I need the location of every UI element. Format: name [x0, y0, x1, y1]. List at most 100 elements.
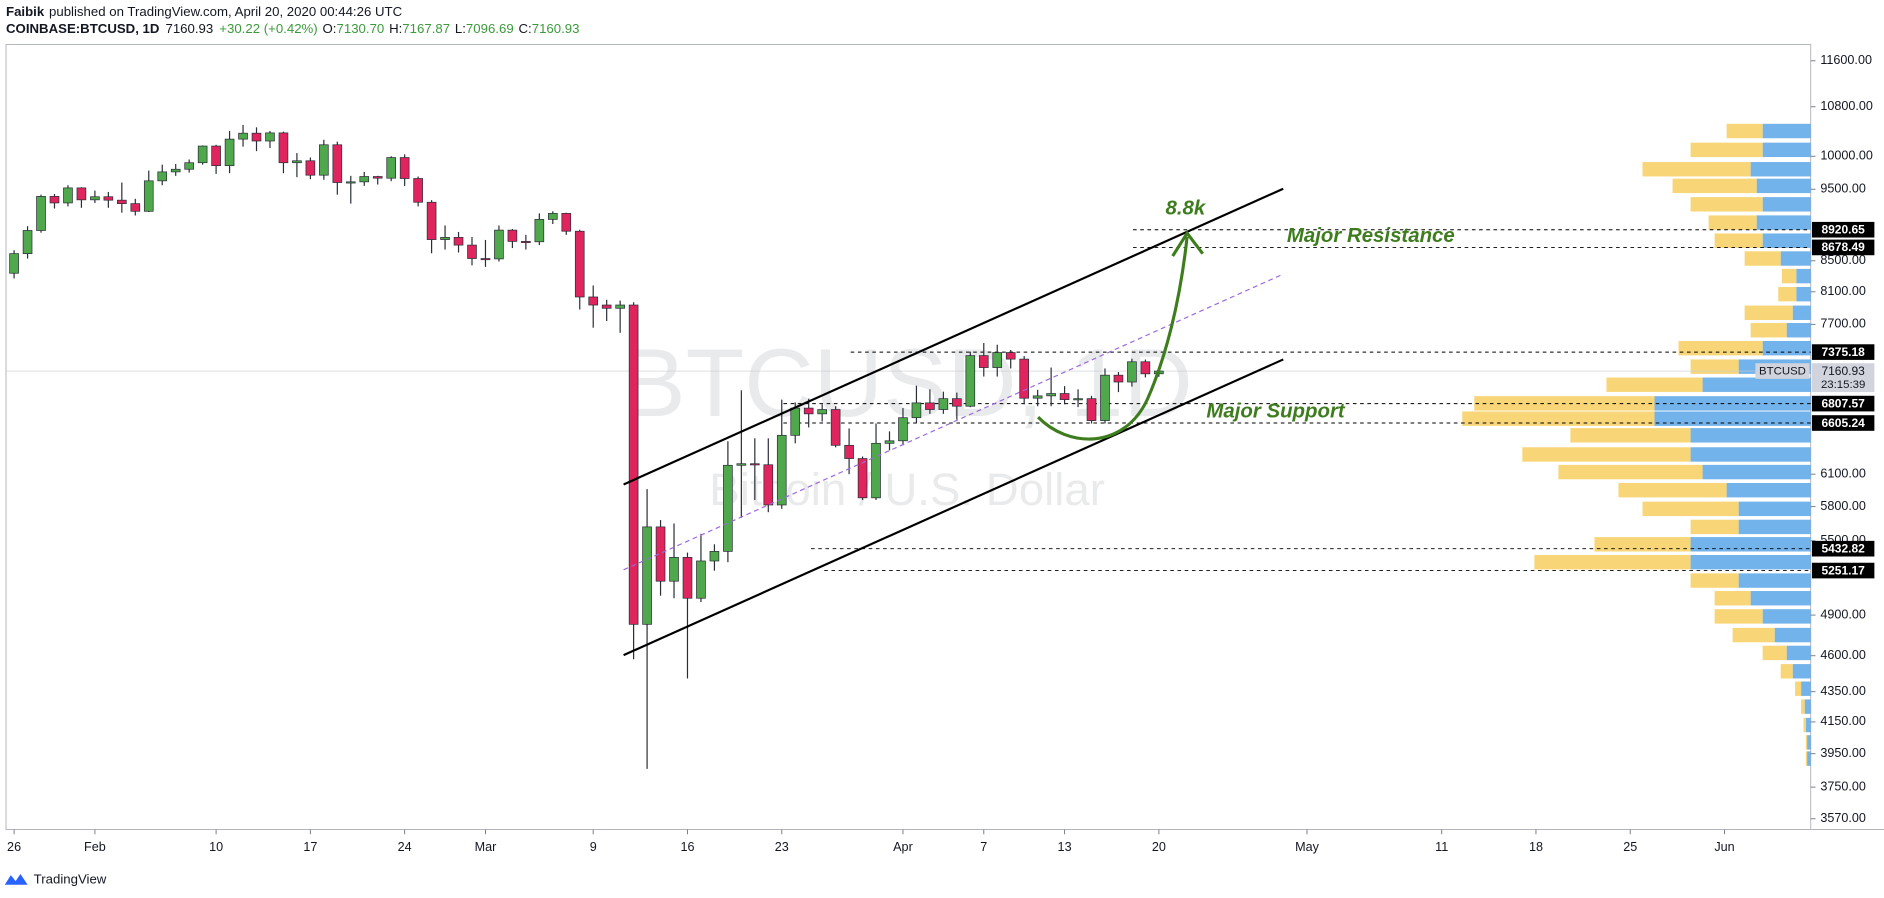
volume-up [1762, 340, 1811, 356]
volume-up [1726, 482, 1811, 498]
volume-down [1744, 251, 1781, 266]
candle-body [305, 160, 316, 176]
volume-up [1796, 286, 1811, 302]
candle-body [1140, 361, 1151, 375]
volume-down [1522, 447, 1691, 462]
volume-down [1714, 591, 1751, 606]
candle-body [292, 160, 302, 164]
candle-body [952, 398, 962, 407]
volume-up [1654, 396, 1811, 411]
level-label: 7375.18 [1821, 345, 1865, 359]
candle-body [736, 463, 747, 466]
candle-body [844, 444, 854, 459]
volume-up [1738, 573, 1811, 588]
level-tag [1811, 344, 1875, 360]
volume-down [1781, 268, 1797, 284]
candle-body [615, 304, 625, 309]
volume-up [1762, 142, 1811, 158]
candle-body [319, 144, 329, 176]
x-tick-label: 23 [775, 840, 789, 854]
x-tick-label: 10 [209, 840, 223, 854]
candle-body [170, 168, 181, 173]
volume-up [1762, 609, 1811, 624]
level-tag [1811, 540, 1875, 557]
volume-down [1534, 554, 1691, 570]
resistance-label: Major Resistance [1287, 225, 1455, 247]
candle-body [22, 230, 33, 254]
volume-down [1558, 464, 1703, 480]
volume-up [1738, 519, 1811, 535]
candle-body [157, 171, 168, 182]
candle-body [682, 557, 693, 599]
author: Faibik [6, 4, 45, 19]
drawings: 8.8k Major Resistance Major Support [623, 187, 1455, 657]
volume-up [1756, 178, 1811, 194]
candle-body [911, 402, 922, 419]
x-tick-label: 26 [7, 840, 21, 854]
ohlc-value: 7160.93 [532, 20, 580, 35]
candle-body [197, 145, 208, 164]
volume-down [1714, 609, 1763, 624]
ohlc-value: 7130.70 [336, 20, 384, 35]
candle-body [1113, 374, 1124, 383]
last-price-label: 7160.93 [1821, 364, 1865, 378]
x-tick-label: 25 [1623, 840, 1637, 854]
candle-body [547, 213, 558, 220]
level-label: 8920.65 [1821, 222, 1865, 236]
volume-down [1570, 428, 1691, 443]
level-tag [1811, 415, 1875, 431]
level-tag [1811, 395, 1875, 412]
publish-line: Faibik published on TradingView.com, Apri… [6, 4, 403, 19]
x-tick-label: Feb [84, 840, 106, 854]
candle-body [480, 258, 491, 261]
candle-body [857, 458, 868, 499]
ohlc-label: O: [323, 20, 337, 35]
y-tick-label: 4350.00 [1820, 684, 1866, 698]
volume-down [1594, 537, 1691, 552]
candle-body [534, 219, 545, 243]
candle-body [1073, 398, 1083, 401]
candle-body [696, 560, 706, 599]
volume-up [1792, 305, 1811, 320]
volume-down [1805, 735, 1808, 750]
volume-up [1807, 735, 1811, 750]
level-label: 6605.24 [1821, 416, 1865, 430]
candle-body [1059, 393, 1070, 400]
level-label: 8678.49 [1821, 240, 1865, 254]
ohlc-label: H: [389, 20, 402, 35]
candle-body [359, 176, 370, 183]
volume-down [1618, 482, 1727, 498]
volume-down [1642, 162, 1751, 177]
candle-body [76, 187, 87, 201]
candle-body [251, 132, 262, 142]
y-tick-label: 7700.00 [1820, 317, 1866, 331]
candle-body [345, 181, 356, 184]
volume-down [1690, 359, 1739, 374]
candle-body [884, 440, 895, 444]
volume-down [1690, 573, 1739, 588]
footer: TradingView [4, 871, 107, 886]
candle-body [130, 203, 141, 212]
candle-body [642, 526, 652, 625]
y-tick-label: 3570.00 [1820, 811, 1866, 825]
countdown: 23:15:39 [1821, 379, 1865, 391]
candle-body [507, 229, 518, 242]
volume-down [1708, 215, 1757, 230]
volume-up [1756, 215, 1811, 230]
candle-body [117, 199, 127, 204]
volume-up [1690, 447, 1811, 462]
symbol: COINBASE:BTCUSD, 1D [6, 20, 159, 35]
volume-down [1462, 411, 1655, 426]
volume-up [1690, 428, 1811, 443]
volume-down [1690, 197, 1763, 212]
candle-body [817, 409, 827, 415]
candle-body [561, 213, 572, 232]
x-tick-label: 7 [980, 840, 987, 854]
x-tick-label: 20 [1152, 840, 1166, 854]
level-label: 6807.57 [1821, 396, 1865, 410]
candle-body [278, 132, 289, 164]
candle-body [238, 132, 248, 140]
candle-body [776, 434, 787, 506]
volume-down [1642, 501, 1739, 517]
volume-up [1690, 554, 1811, 570]
